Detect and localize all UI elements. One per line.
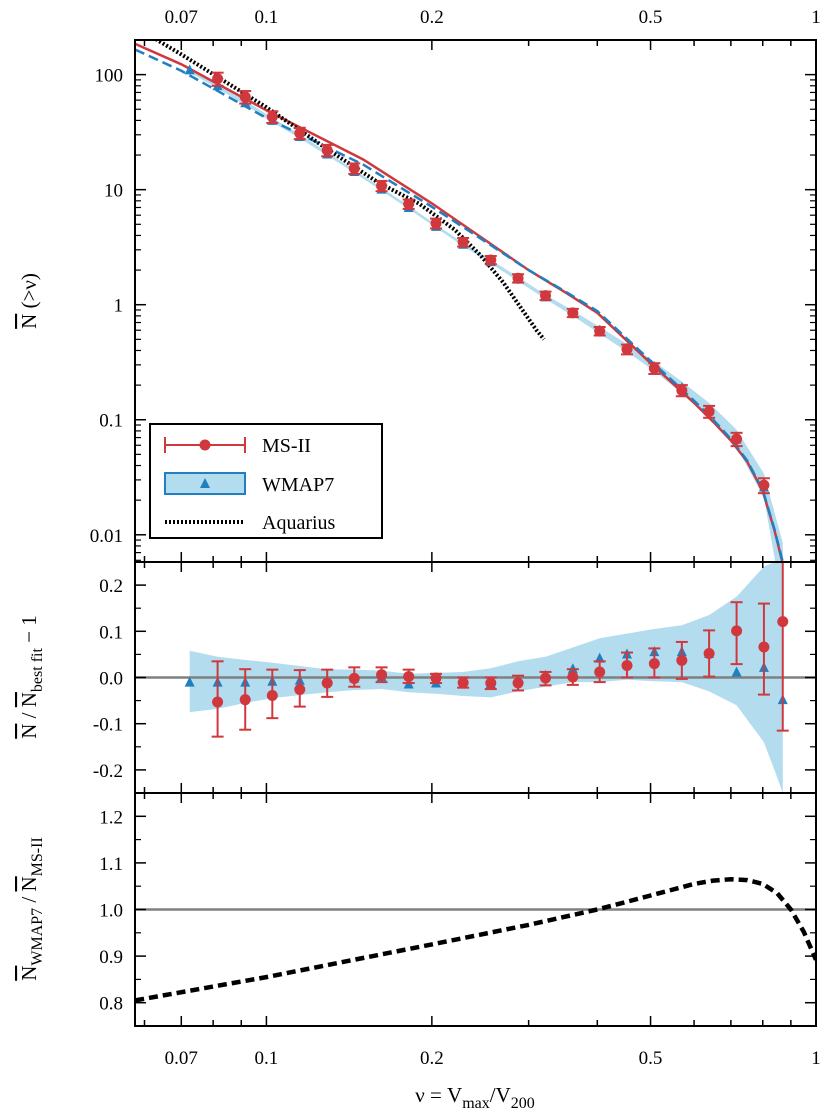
ms2-point [758, 479, 770, 491]
ratio-line [135, 876, 816, 1003]
y-tick-label: 0.0 [99, 669, 123, 690]
ms2-point [703, 647, 715, 659]
y-tick-label: 0.1 [99, 411, 123, 432]
legend-label-wmap7: WMAP7 [262, 474, 334, 496]
x-tick-label-top: 0.1 [255, 7, 279, 28]
y-tick-label: 1.1 [99, 854, 123, 875]
aquarius-line [153, 40, 546, 341]
wmap7-point [184, 676, 195, 687]
bottom-y-ticks: 1.2 1.1 1.0 0.9 0.8 [99, 807, 816, 1015]
ms2-point [485, 677, 497, 689]
middle-panel: 0.2 0.1 0.0 -0.1 -0.2 [93, 562, 816, 793]
ms2-point [621, 343, 633, 355]
bottom-panel: 1.2 1.1 1.0 0.9 0.8 [99, 807, 816, 1015]
ms2-point [212, 696, 224, 708]
ms2-point [485, 254, 497, 266]
ms2-point [676, 384, 688, 396]
ms2-point [266, 690, 278, 702]
wmap7-fit-line [135, 48, 785, 562]
x-tick-label-bottom: 0.2 [420, 1048, 444, 1069]
ms2-point [376, 669, 388, 681]
middle-y-axis-label: N / Nbest fit − 1 [17, 615, 46, 739]
ms2-point [457, 236, 469, 248]
middle-points [184, 562, 789, 738]
x-tick-label-bottom: 0.5 [639, 1048, 663, 1069]
y-tick-label: 0.8 [99, 994, 123, 1015]
ms2-point [430, 672, 442, 684]
ms2-point [512, 272, 524, 284]
top-points [184, 64, 770, 495]
y-tick-label: -0.2 [93, 761, 123, 782]
legend-item-aquarius: Aquarius [165, 512, 336, 534]
ms2-point [239, 91, 251, 103]
ms2-point [648, 362, 660, 374]
ms2-point [321, 677, 333, 689]
ms2-point [348, 162, 360, 174]
ms2-point [403, 671, 415, 683]
x-tick-label-bottom: 0.1 [255, 1048, 279, 1069]
legend-item-ms2: MS-II [164, 435, 311, 457]
ms2-point [594, 666, 606, 678]
ms2-point [430, 217, 442, 229]
ms2-point [294, 127, 306, 139]
x-tick-label-bottom: 0.07 [165, 1048, 198, 1069]
x-tick-label-bottom: 1 [811, 1048, 821, 1069]
x-tick-label-top: 0.5 [639, 7, 663, 28]
bottom-panel-frame [134, 792, 817, 1027]
ms2-point [348, 672, 360, 684]
ms2-point [239, 694, 251, 706]
ms2-point [703, 405, 715, 417]
ms2-point [567, 671, 579, 683]
wmap7-point [731, 666, 742, 677]
y-tick-label: 1.2 [99, 807, 123, 828]
ms2-point [648, 658, 660, 670]
legend: MS-II WMAP7 Aquarius [149, 423, 383, 539]
y-tick-label: 10 [104, 181, 123, 202]
x-tick-label-top: 1 [811, 7, 821, 28]
x-axis-label: ν = Vmax/V200 [415, 1083, 535, 1112]
ms2-point [403, 198, 415, 210]
x-tick-labels: 0.07 0.07 0.1 0.1 0.2 0.2 0.5 0.5 1 1 [165, 7, 821, 1069]
middle-y-ticks: 0.2 0.1 0.0 -0.1 -0.2 [93, 576, 816, 782]
ms2-point [758, 641, 770, 653]
ms2-point [731, 625, 743, 637]
ms2-point [376, 180, 388, 192]
bottom-lines [135, 876, 816, 1003]
ms2-point [321, 144, 333, 156]
y-tick-label: 1.0 [99, 901, 123, 922]
ms2-point [540, 672, 552, 684]
wmap7-point [594, 652, 605, 663]
ms2-point [212, 73, 224, 85]
ms2-point [567, 307, 579, 319]
ms2-point [512, 677, 524, 689]
ms2-point [621, 659, 633, 671]
ms2-point [777, 616, 789, 628]
top-y-axis-label: N (>ν) [17, 273, 41, 329]
y-tick-label: -0.1 [93, 715, 123, 736]
x-tick-label-top: 0.2 [420, 7, 444, 28]
ms2-point [540, 290, 552, 302]
y-tick-label: 0.2 [99, 576, 123, 597]
legend-item-wmap7: WMAP7 [164, 472, 334, 496]
ms2-point [457, 677, 469, 689]
ms2-point [594, 325, 606, 337]
legend-label-ms2: MS-II [262, 435, 311, 457]
ms2-point [266, 111, 278, 123]
y-tick-label: 0.1 [99, 622, 123, 643]
ms2-point [294, 684, 306, 696]
y-tick-label: 1 [114, 296, 124, 317]
y-tick-label: 0.01 [90, 526, 123, 547]
x-tick-label-top: 0.07 [165, 7, 198, 28]
legend-label-aquarius: Aquarius [262, 512, 336, 534]
bottom-y-axis-label: NWMAP7 / NMS-II [17, 837, 46, 981]
ms2-point [676, 654, 688, 666]
y-tick-label: 0.9 [99, 947, 123, 968]
wmap7-point [184, 64, 195, 75]
ms2-point [731, 433, 743, 445]
y-tick-label: 100 [95, 66, 124, 87]
